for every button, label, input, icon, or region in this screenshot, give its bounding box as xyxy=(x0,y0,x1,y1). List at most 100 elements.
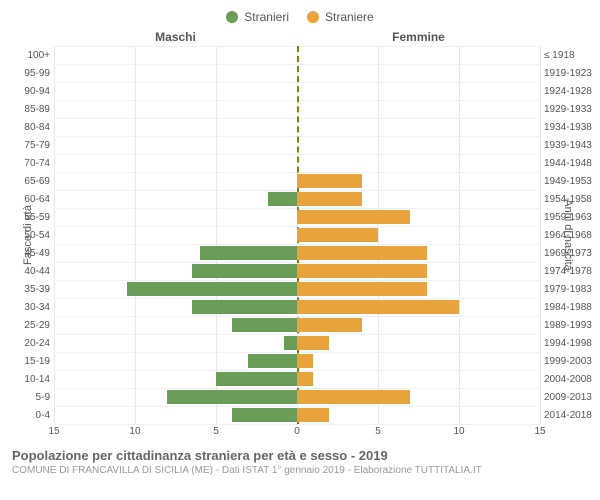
birth-label: 1969-1973 xyxy=(544,248,600,259)
bar-row xyxy=(54,316,540,334)
bar-row xyxy=(54,370,540,388)
footer: Popolazione per cittadinanza straniera p… xyxy=(0,440,600,476)
legend-item-female: Straniere xyxy=(307,10,374,24)
birth-label: 1964-1968 xyxy=(544,230,600,241)
bar-female xyxy=(297,264,427,278)
birth-label: 1979-1983 xyxy=(544,284,600,295)
age-label: 0-4 xyxy=(0,410,50,421)
bar-male xyxy=(192,264,297,278)
bar-male xyxy=(284,336,297,350)
bar-female xyxy=(297,246,427,260)
bar-row xyxy=(54,352,540,370)
bar-male xyxy=(167,390,297,404)
bar-male xyxy=(200,246,297,260)
age-label: 25-29 xyxy=(0,320,50,331)
bar-female xyxy=(297,318,362,332)
age-label: 50-54 xyxy=(0,230,50,241)
bar-row xyxy=(54,64,540,82)
age-label: 95-99 xyxy=(0,68,50,79)
age-label: 65-69 xyxy=(0,176,50,187)
bar-row xyxy=(54,208,540,226)
legend-swatch-male xyxy=(226,11,238,23)
birth-label: 1939-1943 xyxy=(544,140,600,151)
bar-male xyxy=(192,300,297,314)
birth-label: 1934-1938 xyxy=(544,122,600,133)
birth-label: 1924-1928 xyxy=(544,86,600,97)
legend-swatch-female xyxy=(307,11,319,23)
age-label: 55-59 xyxy=(0,212,50,223)
bar-male xyxy=(216,372,297,386)
xaxis-tick: 15 xyxy=(48,426,59,437)
bar-row xyxy=(54,334,540,352)
bars-wrapper xyxy=(54,46,540,424)
age-label: 60-64 xyxy=(0,194,50,205)
bar-female xyxy=(297,408,329,422)
age-label: 75-79 xyxy=(0,140,50,151)
birth-label: 1944-1948 xyxy=(544,158,600,169)
grid-vline xyxy=(540,46,541,424)
birth-label: 2009-2013 xyxy=(544,392,600,403)
age-label: 30-34 xyxy=(0,302,50,313)
birth-label: 2004-2008 xyxy=(544,374,600,385)
age-label: 40-44 xyxy=(0,266,50,277)
birth-label: 1974-1978 xyxy=(544,266,600,277)
xaxis-tick: 10 xyxy=(453,426,464,437)
bar-row xyxy=(54,244,540,262)
bar-female xyxy=(297,336,329,350)
bar-female xyxy=(297,210,410,224)
bar-row xyxy=(54,100,540,118)
bar-row xyxy=(54,262,540,280)
xaxis-tick: 5 xyxy=(375,426,381,437)
footer-title: Popolazione per cittadinanza straniera p… xyxy=(12,448,588,463)
birth-label: ≤ 1918 xyxy=(544,50,600,61)
bar-row xyxy=(54,226,540,244)
bar-male xyxy=(127,282,297,296)
birth-label: 1999-2003 xyxy=(544,356,600,367)
birth-label: 1949-1953 xyxy=(544,176,600,187)
bar-row xyxy=(54,46,540,64)
yaxis-left: 100+95-9990-9485-8980-8475-7970-7465-696… xyxy=(0,46,54,424)
bar-row xyxy=(54,190,540,208)
xaxis-tick: 0 xyxy=(294,426,300,437)
bar-male xyxy=(232,408,297,422)
bar-female xyxy=(297,192,362,206)
age-label: 80-84 xyxy=(0,122,50,133)
age-label: 35-39 xyxy=(0,284,50,295)
yaxis-right: ≤ 1918 1919-1923 1924-1928 1929-1933 1934-19… xyxy=(540,46,600,424)
legend-label: Straniere xyxy=(325,10,374,24)
bar-female xyxy=(297,372,313,386)
bar-row xyxy=(54,154,540,172)
bar-row xyxy=(54,172,540,190)
legend-label: Stranieri xyxy=(244,10,289,24)
rows xyxy=(54,46,540,424)
bar-male xyxy=(248,354,297,368)
footer-subtitle: COMUNE DI FRANCAVILLA DI SICILIA (ME) - … xyxy=(12,465,588,476)
age-label: 85-89 xyxy=(0,104,50,115)
bar-row xyxy=(54,406,540,424)
age-label: 10-14 xyxy=(0,374,50,385)
age-label: 45-49 xyxy=(0,248,50,259)
birth-label: 1959-1963 xyxy=(544,212,600,223)
bar-row xyxy=(54,136,540,154)
xaxis: 15105051015 xyxy=(54,424,540,440)
birth-label: 2014-2018 xyxy=(544,410,600,421)
bar-row xyxy=(54,298,540,316)
birth-label: 1919-1923 xyxy=(544,68,600,79)
legend: Stranieri Straniere xyxy=(0,10,600,24)
bar-male xyxy=(268,192,297,206)
bar-female xyxy=(297,354,313,368)
birth-label: 1994-1998 xyxy=(544,338,600,349)
bar-male xyxy=(232,318,297,332)
bar-row xyxy=(54,118,540,136)
xaxis-tick: 15 xyxy=(534,426,545,437)
birth-label: 1984-1988 xyxy=(544,302,600,313)
bar-female xyxy=(297,390,410,404)
xaxis-tick: 5 xyxy=(213,426,219,437)
birth-label: 1929-1933 xyxy=(544,104,600,115)
age-label: 5-9 xyxy=(0,392,50,403)
bar-row xyxy=(54,280,540,298)
xaxis-tick: 10 xyxy=(129,426,140,437)
bar-female xyxy=(297,282,427,296)
bar-row xyxy=(54,388,540,406)
bar-female xyxy=(297,174,362,188)
